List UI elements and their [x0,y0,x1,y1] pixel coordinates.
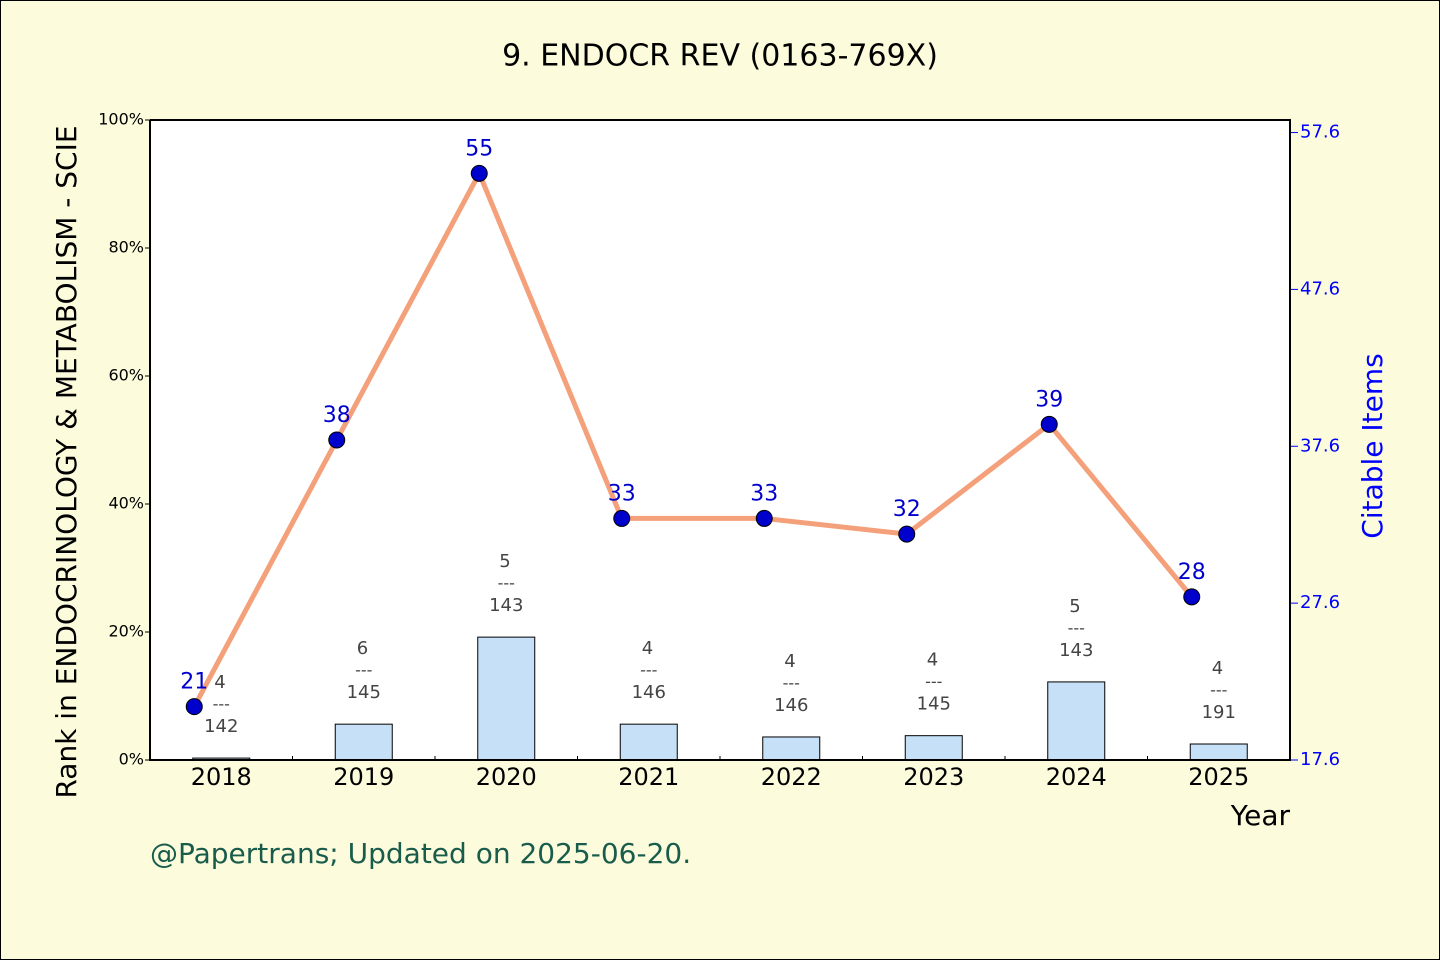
x-tick-label: 2023 [903,763,964,791]
data-label: 33 [608,481,636,506]
x-axis-label: Year [1230,799,1291,832]
data-label: 38 [323,403,351,428]
total-label: 145 [917,694,951,715]
rank-separator: --- [213,695,230,714]
marker [755,509,773,527]
data-label: 55 [465,136,493,161]
x-tick-label: 2018 [191,763,252,791]
y-tick-label: 40% [108,494,144,513]
marker [898,525,916,543]
y2-tick-label: 37.6 [1300,435,1340,456]
bar [762,736,821,761]
marker [1040,415,1058,433]
rank-label: 4 [927,650,938,671]
rank-label: 4 [642,638,653,659]
rank-separator: --- [1068,618,1085,637]
rank-separator: --- [498,574,515,593]
rank-separator: --- [355,661,372,680]
bar [477,636,536,761]
total-label: 191 [1202,702,1236,723]
bar [334,723,393,761]
bar [904,735,963,761]
line [192,170,1194,708]
rank-separator: --- [783,673,800,692]
y-tick-label: 60% [108,366,144,385]
y-tick-label: 100% [98,110,144,129]
bar [1189,743,1248,761]
marker [185,698,203,716]
bar [1047,681,1106,761]
data-label: 28 [1178,560,1206,585]
x-tick-label: 2021 [618,763,679,791]
total-label: 142 [204,716,238,737]
total-label: 145 [347,682,381,703]
y-tick-label: 20% [108,622,144,641]
y2-tick-label: 47.6 [1300,278,1340,299]
rank-separator: --- [925,672,942,691]
y-tick-label: 0% [119,750,144,769]
rank-separator: --- [1210,681,1227,700]
total-label: 146 [774,695,808,716]
total-label: 146 [632,682,666,703]
data-label: 39 [1035,387,1063,412]
marker [1183,588,1201,606]
y2-tick-label: 27.6 [1300,592,1340,613]
rank-label: 4 [784,651,795,672]
chart-title: 9. ENDOCR REV (0163-769X) [502,39,938,74]
rank-label: 5 [1069,596,1080,617]
axes [149,119,1291,761]
rank-separator: --- [640,661,657,680]
y2-tick-label: 17.6 [1300,749,1340,770]
y2-tick-label: 57.6 [1300,122,1340,143]
rank-label: 6 [357,638,368,659]
footnote: @Papertrans; Updated on 2025-06-20. [150,837,691,870]
data-label: 32 [893,497,921,522]
y-axis-label: Rank in ENDOCRINOLOGY & METABOLISM - SCI… [50,125,83,798]
rank-label: 5 [499,551,510,572]
y2-axis-label: Citable Items [1356,353,1389,538]
rank-label: 4 [1212,658,1223,679]
bar [619,723,678,761]
marker [470,164,488,182]
total-label: 143 [1059,640,1093,661]
marker [613,509,631,527]
x-tick-label: 2020 [476,763,537,791]
rank-label: 4 [214,672,225,693]
x-tick-label: 2019 [333,763,394,791]
x-tick-label: 2022 [761,763,822,791]
x-tick-label: 2024 [1046,763,1107,791]
y-tick-label: 80% [108,238,144,257]
data-label: 21 [180,670,208,695]
plot-area [150,120,1290,760]
x-tick-label: 2025 [1188,763,1249,791]
marker [328,431,346,449]
data-label: 33 [750,481,778,506]
total-label: 143 [489,595,523,616]
